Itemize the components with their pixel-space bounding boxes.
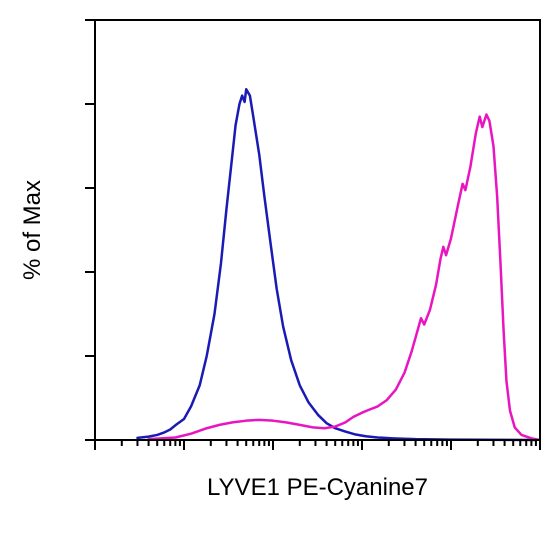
chart-svg: LYVE1 PE-Cyanine7 % of Max [0, 0, 556, 534]
flow-cytometry-histogram: LYVE1 PE-Cyanine7 % of Max [0, 0, 556, 534]
y-axis-label: % of Max [19, 180, 46, 280]
x-axis-label: LYVE1 PE-Cyanine7 [207, 474, 428, 501]
